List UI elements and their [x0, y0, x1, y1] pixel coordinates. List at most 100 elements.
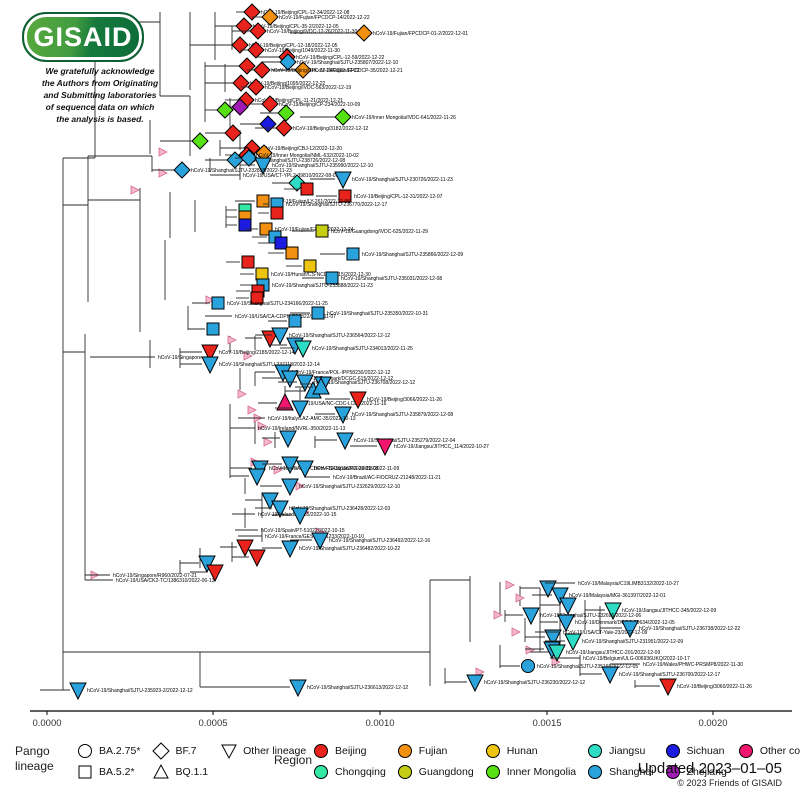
- tip-marker-diamond: [224, 124, 242, 142]
- legend-region-item: Zhejiang: [664, 761, 727, 782]
- tip-label: hCoV-19/Fujian/FZ-119/2022-12-24: [275, 227, 354, 233]
- tip-marker-triangle-down: [559, 597, 577, 616]
- tip-label: hCoV-19/Inner Mongolia/IVDC-641/2022-11-…: [352, 115, 456, 121]
- tip-label: hCoV-19/Ireland/NVRL-350/2022-11-13: [258, 426, 346, 432]
- legend-region-item: Guangdong: [396, 761, 474, 782]
- legend-pango-item: Other lineage: [220, 740, 306, 761]
- copyright-notice: © 2023 Friends of GISAID: [677, 778, 782, 788]
- x-axis-tick-label: 0.0015: [532, 718, 561, 729]
- tip-marker-triangle-down: [254, 157, 272, 176]
- tip-marker-triangle-down: [206, 564, 224, 583]
- node-flag-icon: [525, 645, 535, 655]
- node-flag-icon: [493, 610, 503, 620]
- tip-marker-triangle-down: [271, 327, 289, 346]
- tip-marker-square: [311, 306, 325, 320]
- tip-marker-triangle-down: [236, 539, 254, 558]
- node-flag-icon: [243, 351, 253, 361]
- legend-pango-item: BA.2.75*: [76, 740, 140, 761]
- gisaid-logo-text: GISAID: [33, 21, 133, 52]
- tip-label: hCoV-19/Shanghai/SJTU-236700/2022-12-17: [619, 672, 720, 678]
- node-flag-icon: [247, 405, 257, 415]
- tip-marker-triangle-down: [564, 633, 582, 652]
- tip-marker-triangle-down: [311, 532, 329, 551]
- node-flag-icon: [130, 185, 140, 195]
- tip-label: hCoV-19/Beijing/3182/2022-12-12: [293, 126, 369, 132]
- tip-marker-diamond: [249, 22, 267, 40]
- tip-marker-square: [315, 224, 329, 238]
- acknowledgment-text: We gratefully acknowledge the Authors fr…: [41, 66, 159, 124]
- tip-marker-square: [285, 246, 299, 260]
- tip-label: hCoV-19/Beijing/3066/2022-11-26: [367, 397, 442, 403]
- tip-marker-diamond: [355, 24, 373, 42]
- tip-label: hCoV-19/Singapore/R960/2022-07-21: [113, 573, 197, 579]
- node-flag-icon: [227, 335, 237, 345]
- triangle-down-icon: [221, 744, 237, 759]
- tip-marker-triangle-down: [604, 602, 622, 621]
- legend-region-item: Beijing: [312, 740, 386, 761]
- triangle-up-icon: [153, 763, 170, 778]
- tip-marker-diamond: [232, 74, 250, 92]
- legend-region-label: Jiangsu: [609, 744, 646, 757]
- tip-label: hCoV-19/Shanghai/SJTU-235923-2/2022-12-1…: [87, 688, 193, 694]
- legend-pango-item: BQ.1.1: [152, 761, 208, 782]
- tip-marker-diamond: [261, 95, 279, 113]
- region-legend: Beijing Chongqing Fujian Guangdong Hunan Inne…: [312, 740, 800, 782]
- pango-lineage-legend-title: Pango lineage: [15, 744, 54, 773]
- tip-label: hCoV-19/Wales/PHWC-PRSMP8/2022-11-30: [643, 662, 743, 668]
- tip-label: hCoV-19/Inner Mongolia/NML-632/2022-10-0…: [256, 153, 359, 159]
- tip-label: hCoV-19/Jiangsu/JITHCC-345/2022-12-09: [622, 608, 716, 614]
- pango-lineage-legend: BA.2.75* BA.5.2* BF.7 BQ.1.1 Other lineage: [76, 740, 306, 782]
- circle-icon: [665, 764, 680, 779]
- tip-marker-diamond: [247, 78, 265, 96]
- tip-label: hCoV-19/Fujian/FPCDCP-35/2022-12-21: [312, 68, 403, 74]
- tip-label: hCoV-19/Shanghai/SJTU-232858/2022-11-23: [191, 168, 292, 174]
- tip-marker-triangle-down: [336, 432, 354, 451]
- circle-icon: [588, 764, 603, 779]
- tip-label: hCoV-19/Malaysia/MGI-361397/2022-12-01: [569, 593, 666, 599]
- legend-pango-item: BF.7: [152, 740, 208, 761]
- node-flag-icon: [263, 437, 273, 447]
- legend-pango-label: Other lineage: [243, 744, 307, 757]
- gisaid-logo: GISAID: [22, 12, 144, 62]
- tip-marker-triangle-down: [296, 460, 314, 479]
- tip-marker-triangle-down: [621, 620, 639, 639]
- tip-label: hCoV-19/Shanghai/SJTU-235350/2022-10-31: [327, 311, 428, 317]
- legend-region-label: Other country: [759, 744, 800, 757]
- tip-marker-square: [256, 194, 270, 208]
- legend-pango-label: BA.5.2*: [99, 765, 135, 778]
- tip-label: hCoV-19/Shanghai/SJTU-236230/2022-12-12: [484, 680, 585, 686]
- tip-marker-square: [325, 271, 339, 285]
- legend-region-label: Fujian: [418, 744, 448, 757]
- tip-label: hCoV-19/Beijing/3060/2022-11-26: [677, 684, 752, 690]
- legend-region-label: Guangdong: [418, 765, 474, 778]
- legend-pango-label: BQ.1.1: [175, 765, 209, 778]
- tip-label: hCoV-19/Shanghai/SJTU-230726/2022-11-23: [352, 177, 453, 183]
- tip-label: hCoV-19/Shanghai/SJTU-236482/2022-10-22: [299, 546, 400, 552]
- tip-label: hCoV-19/Shanghai/SJTU-236613/2022-12-12: [307, 685, 408, 691]
- tip-label: hCoV-19/USA/CT-Yale-23/2022-12-09: [563, 630, 648, 636]
- tip-marker-triangle-down: [69, 682, 87, 701]
- tip-marker-triangle-down: [248, 468, 266, 487]
- tip-marker-triangle-down: [296, 374, 314, 393]
- tip-marker-diamond: [231, 36, 249, 54]
- tip-label: hCoV-19/Shanghai/SJTU-234166/2022-11-25: [227, 301, 328, 307]
- tip-marker-triangle-up: [276, 392, 294, 411]
- legend-region-label: Inner Mongolia: [506, 765, 577, 778]
- tip-label: hCoV-19/USA/CA-CDPH-FS4301563/2022-11-08: [269, 466, 379, 472]
- tip-label: hCoV-19/Beijing/1049/2022-11-30: [265, 48, 340, 54]
- tip-marker-square: [211, 296, 225, 310]
- tip-marker-triangle-down: [466, 674, 484, 693]
- tip-marker-diamond: [275, 119, 293, 137]
- tip-marker-diamond: [173, 161, 191, 179]
- tip-marker-square: [303, 259, 317, 273]
- tip-label: hCoV-19/USA/NC-CDC-LC09/2022-11-16: [294, 401, 387, 407]
- tip-marker-diamond: [247, 41, 265, 59]
- node-flag-icon: [511, 627, 521, 637]
- circle-icon: [314, 743, 328, 758]
- phylogenetic-tree: hCoV-19/Beijing/CPL-12-34/2022-12-08hCoV…: [30, 3, 792, 729]
- tip-label: hCoV-19/Shanghai/SJTU-236428/2022-12-03: [289, 506, 390, 512]
- tip-marker-triangle-down: [557, 614, 575, 633]
- x-axis: 0.0000 0.0005 0.0010 0.0015 0.0020: [30, 710, 792, 729]
- node-flag-icon: [295, 481, 305, 491]
- tip-marker-triangle-down: [291, 400, 309, 419]
